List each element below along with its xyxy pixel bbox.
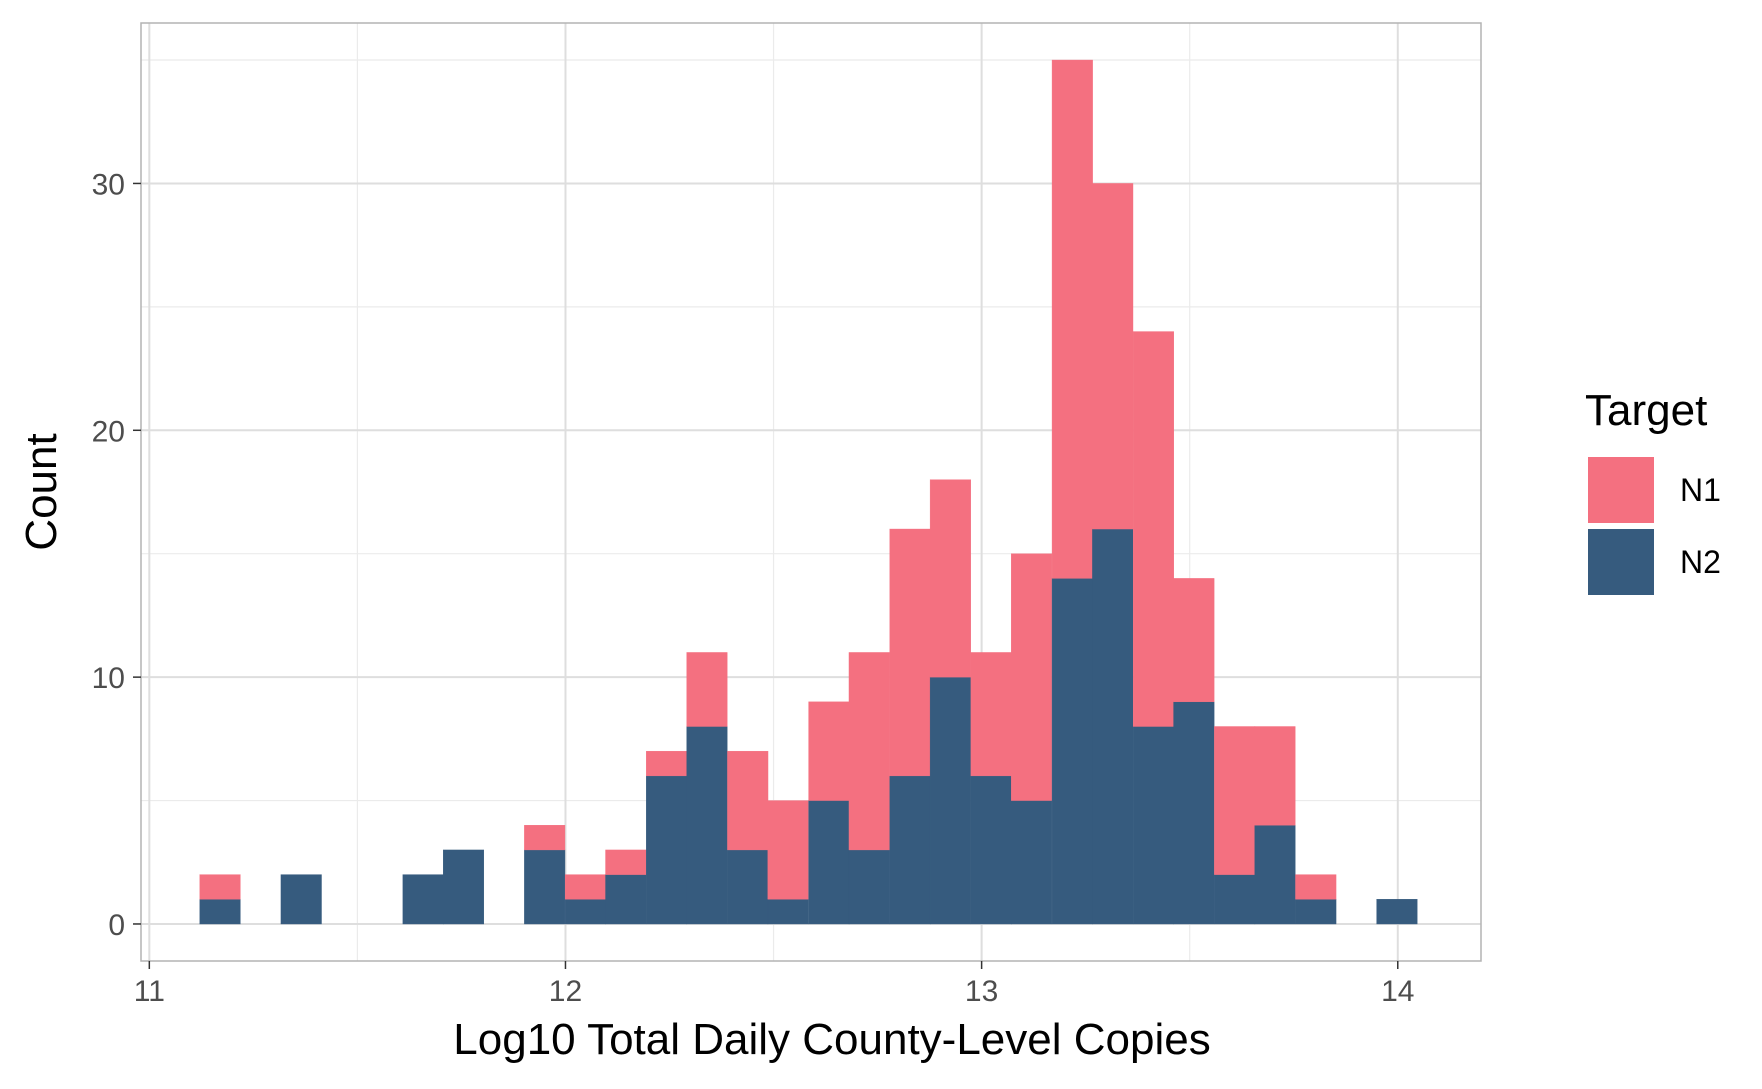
y-tick-label: 10 bbox=[92, 662, 125, 695]
bar-n1 bbox=[929, 479, 971, 678]
bar-n1 bbox=[727, 750, 769, 851]
x-tick-label: 13 bbox=[965, 975, 998, 1008]
bar-n1 bbox=[808, 701, 850, 801]
bars bbox=[199, 59, 1418, 925]
bar-n2 bbox=[848, 849, 890, 925]
legend-label-n2: N2 bbox=[1680, 544, 1721, 580]
bar-n1 bbox=[767, 800, 809, 900]
bar-n2 bbox=[686, 726, 728, 925]
bar-n1 bbox=[199, 874, 241, 900]
bar-n2 bbox=[1092, 528, 1134, 925]
legend-swatch-n1 bbox=[1588, 457, 1654, 523]
bar-n2 bbox=[1133, 726, 1174, 925]
bar-n2 bbox=[646, 775, 688, 925]
bar-n2 bbox=[1376, 899, 1418, 925]
bar-n2 bbox=[727, 849, 769, 925]
axes: 0 10 20 30 11 12 13 14 bbox=[92, 168, 1415, 1008]
bar-n2 bbox=[970, 775, 1012, 925]
y-tick-label: 0 bbox=[108, 909, 125, 942]
bar-n2 bbox=[767, 899, 809, 925]
bar-n2 bbox=[605, 874, 647, 925]
bar-n2 bbox=[1214, 874, 1256, 925]
bar-n2 bbox=[1254, 825, 1296, 925]
bar-n1 bbox=[524, 825, 566, 851]
bar-n1 bbox=[1092, 183, 1134, 530]
bar-n2 bbox=[808, 800, 850, 925]
bar-n2 bbox=[1173, 701, 1215, 925]
bar-n1 bbox=[1254, 726, 1296, 826]
legend-swatch-n2 bbox=[1588, 529, 1654, 595]
bar-n2 bbox=[1011, 800, 1053, 925]
bar-n1 bbox=[970, 652, 1012, 777]
bar-n2 bbox=[280, 874, 322, 925]
bar-n1 bbox=[1011, 553, 1053, 801]
bar-n1 bbox=[605, 849, 647, 875]
bar-n2 bbox=[402, 874, 444, 925]
bar-n2 bbox=[1051, 578, 1093, 925]
x-tick-label: 11 bbox=[134, 975, 165, 1008]
bar-n2 bbox=[1295, 899, 1337, 925]
grid-lines bbox=[141, 23, 1481, 961]
y-tick-label: 20 bbox=[92, 415, 125, 448]
bar-n1 bbox=[889, 528, 931, 777]
bar-n1 bbox=[1295, 874, 1337, 900]
bar-n1 bbox=[1214, 726, 1256, 875]
bar-n1 bbox=[1173, 578, 1215, 703]
bar-n2 bbox=[929, 676, 971, 925]
bar-n1 bbox=[848, 652, 890, 851]
bar-n2 bbox=[889, 775, 931, 925]
bar-n1 bbox=[686, 652, 728, 727]
legend: Target N1 N2 bbox=[1585, 386, 1721, 595]
x-axis-title: Log10 Total Daily County-Level Copies bbox=[453, 1015, 1210, 1064]
bar-n2 bbox=[564, 899, 606, 925]
bar-n1 bbox=[564, 874, 606, 900]
y-axis-title: Count bbox=[17, 433, 66, 550]
panel-border bbox=[140, 22, 1482, 962]
bar-n2 bbox=[443, 849, 485, 925]
bar-n1 bbox=[646, 750, 688, 777]
x-tick-label: 12 bbox=[549, 975, 582, 1008]
legend-label-n1: N1 bbox=[1680, 472, 1721, 508]
y-tick-label: 30 bbox=[92, 168, 125, 201]
bar-n2 bbox=[199, 899, 241, 925]
bar-n2 bbox=[524, 849, 566, 925]
x-tick-label: 14 bbox=[1381, 975, 1414, 1008]
legend-title: Target bbox=[1585, 386, 1707, 435]
bar-n1 bbox=[1051, 59, 1093, 579]
bar-n1 bbox=[1133, 331, 1174, 727]
